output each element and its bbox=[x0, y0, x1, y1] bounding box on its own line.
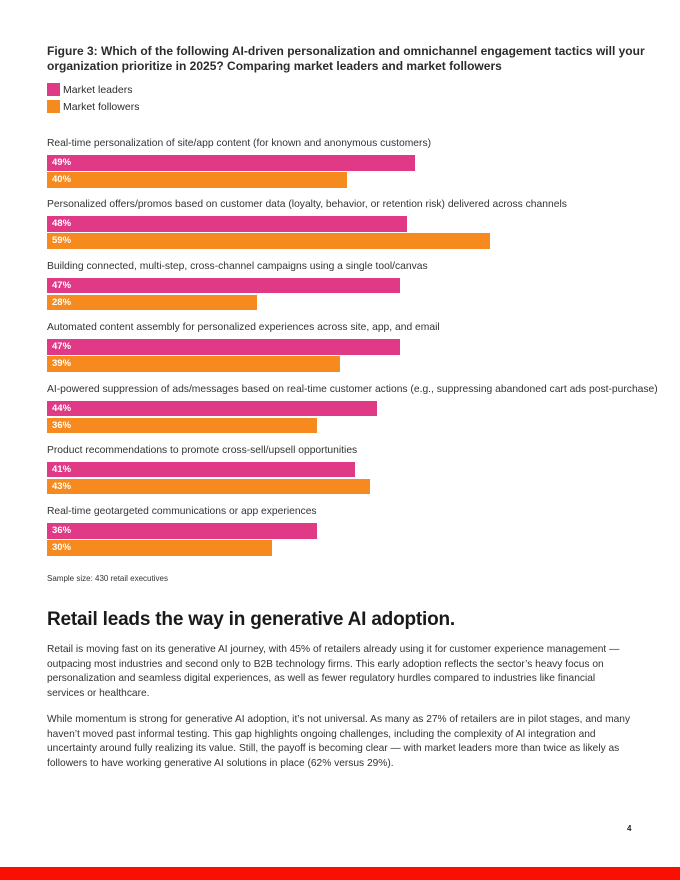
category-group: Automated content assembly for personali… bbox=[47, 321, 647, 382]
legend-item-leaders: Market leaders bbox=[47, 83, 139, 96]
sample-size-note: Sample size: 430 retail executives bbox=[47, 574, 168, 583]
category-label: Automated content assembly for personali… bbox=[47, 322, 440, 334]
bar-market-followers: 43% bbox=[47, 478, 370, 495]
bar-market-followers: 28% bbox=[47, 294, 257, 311]
section-heading: Retail leads the way in generative AI ad… bbox=[47, 609, 455, 630]
category-label: AI-powered suppression of ads/messages b… bbox=[47, 383, 658, 395]
category-label: Product recommendations to promote cross… bbox=[47, 444, 358, 456]
category-label: Building connected, multi-step, cross-ch… bbox=[47, 260, 428, 272]
legend-swatch-leaders bbox=[47, 83, 60, 96]
category-group: Real-time personalization of site/app co… bbox=[47, 137, 647, 198]
category-label: Real-time personalization of site/app co… bbox=[47, 138, 432, 149]
bar-market-followers: 39% bbox=[47, 356, 340, 372]
category-group: Product recommendations to promote cross… bbox=[47, 444, 647, 505]
bar-market-followers: 36% bbox=[47, 417, 317, 434]
bar-market-followers: 59% bbox=[47, 233, 490, 249]
bar-market-leaders: 48% bbox=[47, 216, 407, 232]
footer-accent-bar bbox=[0, 867, 680, 880]
legend-item-followers: Market followers bbox=[47, 100, 139, 113]
page-number: 4 bbox=[627, 824, 632, 833]
bar-market-leaders: 47% bbox=[47, 339, 400, 355]
figure-title: Figure 3: Which of the following AI-driv… bbox=[47, 44, 645, 73]
category-label: Real-time geotargeted communications or … bbox=[47, 506, 317, 518]
bar-market-leaders: 47% bbox=[47, 277, 400, 294]
bar-market-leaders: 49% bbox=[47, 155, 415, 171]
category-label: Personalized offers/promos based on cust… bbox=[47, 199, 567, 211]
legend-swatch-followers bbox=[47, 100, 60, 113]
category-group: Building connected, multi-step, cross-ch… bbox=[47, 260, 647, 321]
legend-label-leaders: Market leaders bbox=[63, 83, 133, 96]
bar-chart: Real-time personalization of site/app co… bbox=[47, 137, 658, 567]
category-group: Real-time geotargeted communications or … bbox=[47, 505, 647, 566]
bar-market-leaders: 36% bbox=[47, 523, 317, 539]
chart-legend: Market leaders Market followers bbox=[47, 83, 139, 117]
paragraph-2: While momentum is strong for generative … bbox=[47, 714, 631, 769]
category-group: AI-powered suppression of ads/messages b… bbox=[47, 383, 658, 444]
paragraph-1: Retail is moving fast on its generative … bbox=[47, 644, 620, 699]
bar-market-leaders: 44% bbox=[47, 400, 377, 417]
legend-label-followers: Market followers bbox=[63, 100, 140, 113]
bar-market-leaders: 41% bbox=[47, 461, 355, 478]
category-group: Personalized offers/promos based on cust… bbox=[47, 198, 647, 259]
bar-market-followers: 40% bbox=[47, 172, 347, 188]
bar-market-followers: 30% bbox=[47, 540, 272, 556]
